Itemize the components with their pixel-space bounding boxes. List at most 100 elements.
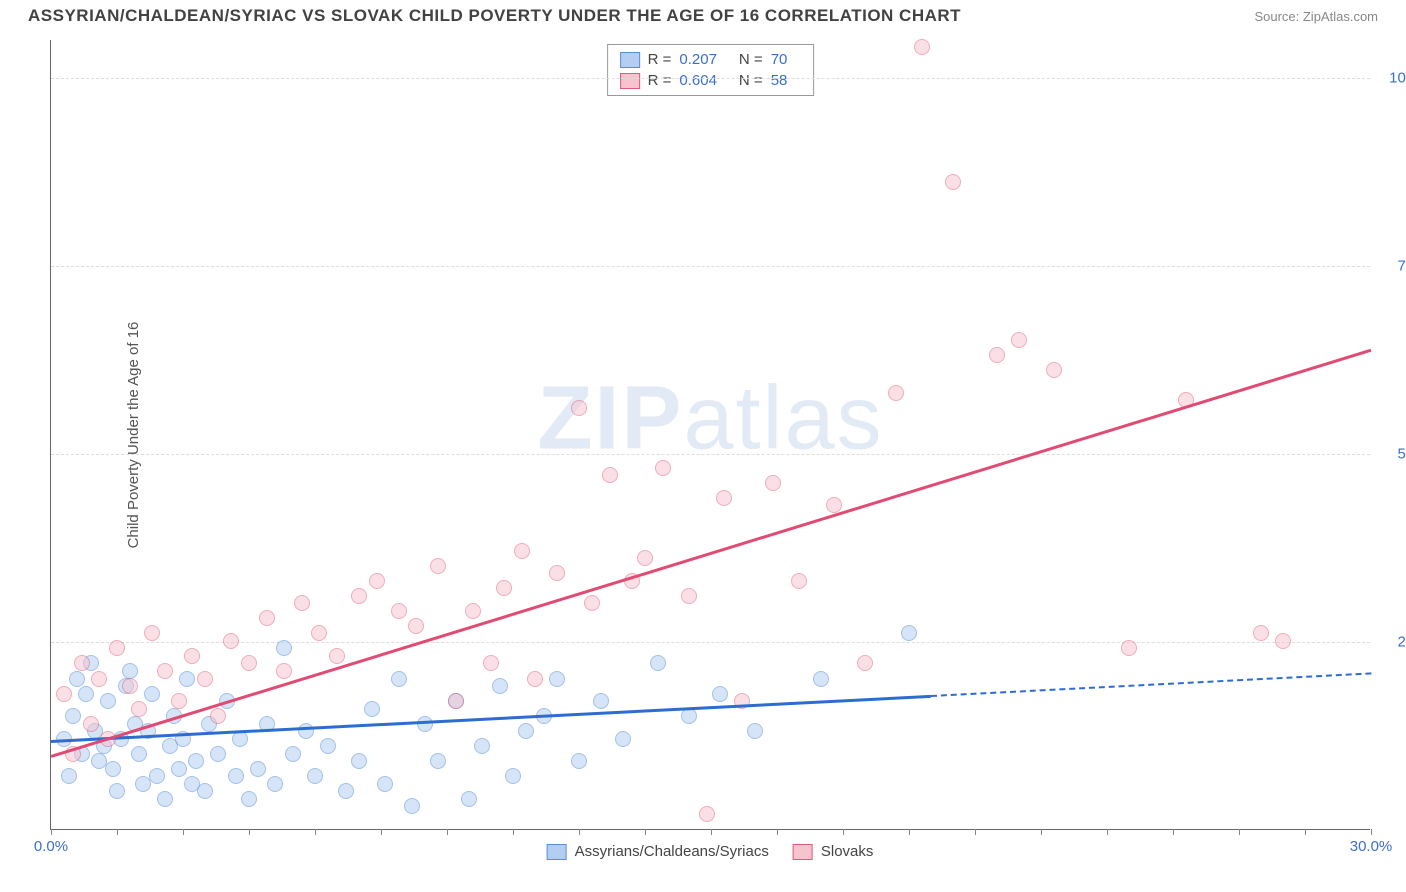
data-point bbox=[179, 671, 195, 687]
x-minor-tick bbox=[711, 829, 712, 835]
legend-item: Slovaks bbox=[793, 843, 874, 860]
data-point bbox=[285, 746, 301, 762]
data-point bbox=[228, 768, 244, 784]
y-tick-label: 50.0% bbox=[1380, 445, 1406, 462]
data-point bbox=[131, 701, 147, 717]
data-point bbox=[637, 550, 653, 566]
gridline bbox=[51, 78, 1370, 79]
data-point bbox=[492, 678, 508, 694]
data-point bbox=[56, 686, 72, 702]
data-point bbox=[311, 625, 327, 641]
data-point bbox=[571, 400, 587, 416]
data-point bbox=[404, 798, 420, 814]
legend-swatch bbox=[620, 52, 640, 68]
data-point bbox=[1011, 332, 1027, 348]
legend-label: Slovaks bbox=[821, 843, 874, 860]
data-point bbox=[549, 565, 565, 581]
y-tick-label: 75.0% bbox=[1380, 257, 1406, 274]
data-point bbox=[259, 610, 275, 626]
legend-item: Assyrians/Chaldeans/Syriacs bbox=[547, 843, 769, 860]
data-point bbox=[945, 174, 961, 190]
data-point bbox=[294, 595, 310, 611]
data-point bbox=[149, 768, 165, 784]
legend-swatch bbox=[620, 73, 640, 89]
data-point bbox=[681, 588, 697, 604]
x-minor-tick bbox=[249, 829, 250, 835]
data-point bbox=[131, 746, 147, 762]
data-point bbox=[241, 655, 257, 671]
data-point bbox=[184, 648, 200, 664]
data-point bbox=[307, 768, 323, 784]
x-minor-tick bbox=[381, 829, 382, 835]
data-point bbox=[351, 753, 367, 769]
x-minor-tick bbox=[1305, 829, 1306, 835]
data-point bbox=[210, 708, 226, 724]
data-point bbox=[78, 686, 94, 702]
data-point bbox=[712, 686, 728, 702]
x-tick-label: 0.0% bbox=[34, 838, 68, 855]
data-point bbox=[171, 761, 187, 777]
data-point bbox=[465, 603, 481, 619]
data-point bbox=[197, 783, 213, 799]
data-point bbox=[765, 475, 781, 491]
data-point bbox=[615, 731, 631, 747]
x-minor-tick bbox=[1371, 829, 1372, 835]
data-point bbox=[223, 633, 239, 649]
data-point bbox=[157, 663, 173, 679]
data-point bbox=[157, 791, 173, 807]
x-minor-tick bbox=[513, 829, 514, 835]
data-point bbox=[1121, 640, 1137, 656]
x-minor-tick bbox=[579, 829, 580, 835]
x-minor-tick bbox=[1239, 829, 1240, 835]
data-point bbox=[188, 753, 204, 769]
data-point bbox=[100, 693, 116, 709]
source-label: Source: ZipAtlas.com bbox=[1254, 9, 1378, 24]
data-point bbox=[144, 686, 160, 702]
data-point bbox=[496, 580, 512, 596]
data-point bbox=[791, 573, 807, 589]
data-point bbox=[391, 671, 407, 687]
data-point bbox=[364, 701, 380, 717]
data-point bbox=[377, 776, 393, 792]
legend-r-label: R = bbox=[648, 72, 672, 89]
x-minor-tick bbox=[117, 829, 118, 835]
legend-label: Assyrians/Chaldeans/Syriacs bbox=[575, 843, 769, 860]
data-point bbox=[369, 573, 385, 589]
data-point bbox=[448, 693, 464, 709]
data-point bbox=[430, 753, 446, 769]
x-minor-tick bbox=[1173, 829, 1174, 835]
data-point bbox=[144, 625, 160, 641]
data-point bbox=[747, 723, 763, 739]
data-point bbox=[329, 648, 345, 664]
chart-header: ASSYRIAN/CHALDEAN/SYRIAC VS SLOVAK CHILD… bbox=[0, 0, 1406, 32]
data-point bbox=[267, 776, 283, 792]
trend-line bbox=[931, 672, 1371, 697]
x-minor-tick bbox=[51, 829, 52, 835]
x-minor-tick bbox=[1107, 829, 1108, 835]
gridline bbox=[51, 642, 1370, 643]
data-point bbox=[276, 640, 292, 656]
data-point bbox=[109, 640, 125, 656]
data-point bbox=[813, 671, 829, 687]
data-point bbox=[276, 663, 292, 679]
legend-n-label: N = bbox=[739, 72, 763, 89]
x-minor-tick bbox=[315, 829, 316, 835]
data-point bbox=[584, 595, 600, 611]
data-point bbox=[901, 625, 917, 641]
data-point bbox=[391, 603, 407, 619]
data-point bbox=[241, 791, 257, 807]
data-point bbox=[65, 708, 81, 724]
data-point bbox=[593, 693, 609, 709]
data-point bbox=[650, 655, 666, 671]
data-point bbox=[483, 655, 499, 671]
chart-title: ASSYRIAN/CHALDEAN/SYRIAC VS SLOVAK CHILD… bbox=[28, 6, 961, 26]
data-point bbox=[716, 490, 732, 506]
data-point bbox=[461, 791, 477, 807]
legend-n-label: N = bbox=[739, 51, 763, 68]
data-point bbox=[197, 671, 213, 687]
y-tick-label: 100.0% bbox=[1380, 69, 1406, 86]
data-point bbox=[109, 783, 125, 799]
legend-r-label: R = bbox=[648, 51, 672, 68]
data-point bbox=[505, 768, 521, 784]
data-point bbox=[989, 347, 1005, 363]
